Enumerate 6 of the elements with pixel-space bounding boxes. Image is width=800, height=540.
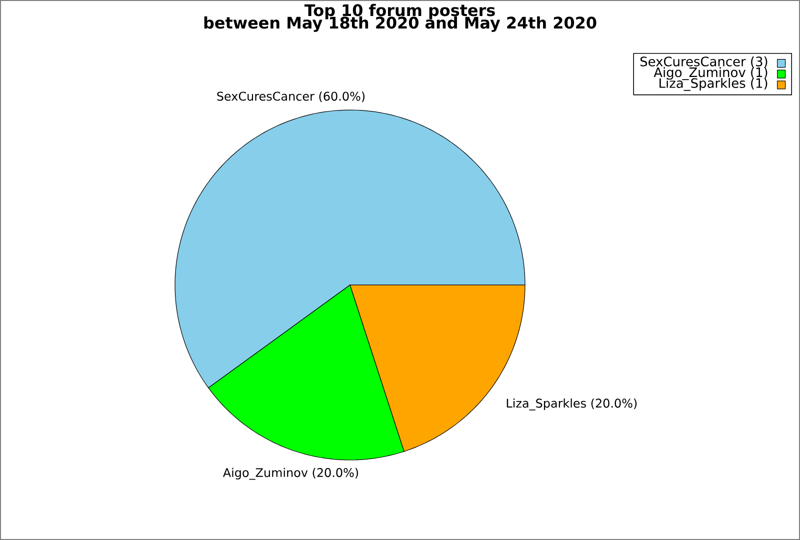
data-label: Aigo_Zuminov (20.0%) bbox=[222, 468, 358, 480]
data-label: SexCuresCancer (60.0%) bbox=[217, 92, 365, 102]
legend-label: Liza_Sparkles (1) bbox=[660, 78, 768, 91]
data-label: Liza_Sparkles (20.0%) bbox=[506, 398, 637, 410]
legend-label: SexCuresCancer (3) bbox=[640, 56, 768, 68]
legend-label: Aigo_Zuminov (1) bbox=[654, 67, 768, 80]
